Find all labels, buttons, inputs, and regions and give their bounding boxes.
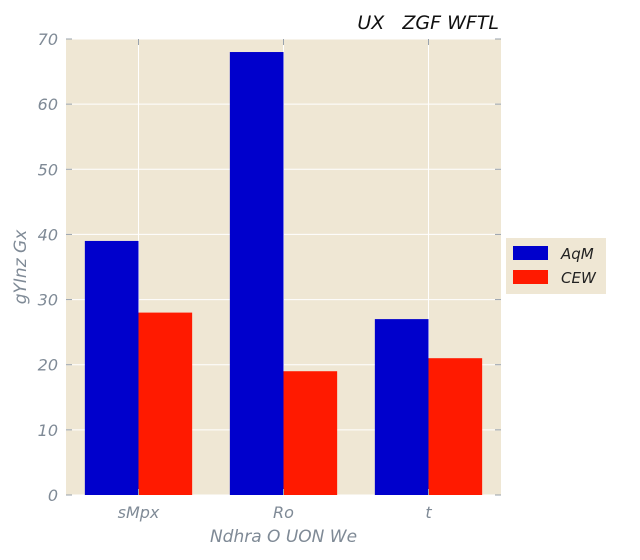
y-tick-label: 60 — [38, 95, 58, 114]
bar-aqm-t — [374, 319, 429, 495]
x-tick-label: t — [425, 503, 432, 522]
y-tick-label: 20 — [38, 356, 58, 375]
x-tick-label: sMpx — [118, 503, 160, 522]
legend-label-aqm: AqM — [560, 245, 594, 263]
y-tick-label: 10 — [38, 421, 58, 440]
y-tick-label: 0 — [48, 486, 58, 505]
bar-aqm-ro — [229, 52, 284, 496]
bar-cew-smpx — [138, 312, 193, 495]
x-axis: sMpx Ro t — [118, 39, 432, 522]
legend-swatch-cew — [513, 270, 548, 284]
bar-aqm-smpx — [84, 240, 139, 495]
bar-cew-ro — [283, 371, 338, 495]
y-axis-label: gYInz Gx — [11, 229, 31, 304]
x-tick-label: Ro — [273, 503, 294, 522]
chart-title: UX ZGF WFTL — [357, 12, 499, 34]
legend: AqM CEW — [506, 238, 606, 294]
y-axis: 0 10 20 30 40 50 60 70 — [38, 30, 501, 505]
x-axis-label: Ndhra O UON We — [210, 527, 357, 547]
y-tick-label: 70 — [38, 30, 58, 49]
y-tick-label: 50 — [38, 160, 58, 179]
bar-cew-t — [428, 358, 483, 495]
bars — [84, 52, 483, 496]
y-tick-label: 40 — [38, 225, 58, 244]
legend-swatch-aqm — [513, 246, 548, 260]
y-tick-label: 30 — [38, 291, 58, 310]
legend-label-cew: CEW — [561, 269, 597, 287]
